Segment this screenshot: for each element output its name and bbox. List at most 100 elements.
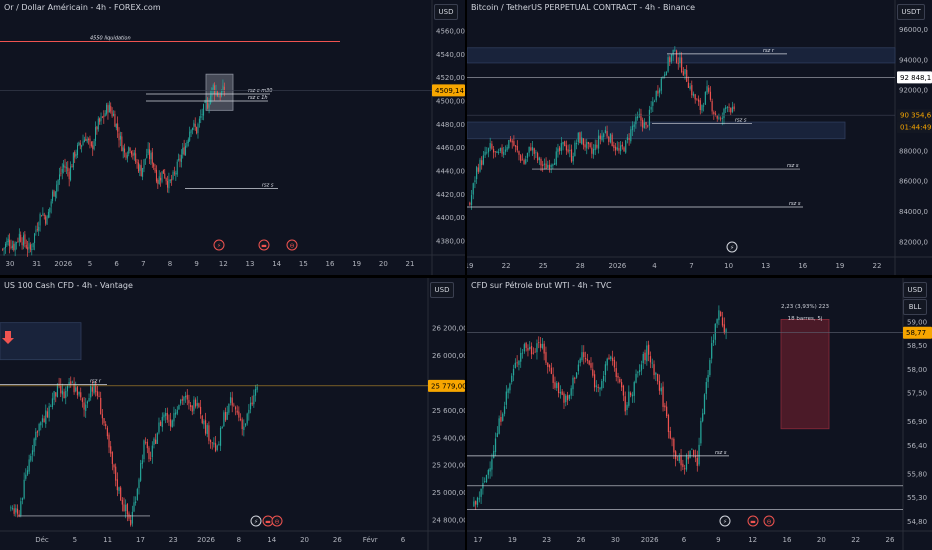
btc-chart-svg[interactable]: rsz r rsz s rsz s rsz s 82000,0 84000,0 86000,… — [467, 0, 932, 275]
candle-body — [207, 102, 209, 109]
candle-body — [538, 342, 540, 344]
candle-body — [201, 415, 203, 424]
candle-body — [40, 422, 42, 426]
candle-body — [124, 148, 126, 153]
candle-body — [98, 395, 100, 397]
candle-body — [173, 172, 175, 174]
candle-body — [566, 395, 569, 401]
lightning-icon-glyph: ⚡ — [217, 243, 221, 250]
candle-body — [620, 145, 622, 152]
candle-body — [530, 346, 533, 355]
candle-body — [32, 242, 34, 248]
candle-body — [606, 130, 608, 137]
candle-body — [92, 145, 94, 149]
candle-body — [611, 134, 613, 147]
candle-body — [86, 139, 88, 142]
candle-body — [76, 386, 78, 396]
candle-body — [218, 444, 220, 446]
candle-body — [628, 138, 630, 140]
candle-body — [705, 382, 707, 394]
candle-body — [530, 147, 532, 151]
candle-body — [699, 100, 701, 111]
horizontal-divider[interactable] — [0, 275, 932, 278]
gold-chart-title: Or / Dollar Américain - 4h - FOREX.com — [4, 3, 161, 12]
annotation-label: rsz s — [787, 163, 799, 169]
candle-body — [709, 360, 711, 376]
candle-body — [121, 136, 123, 151]
candle-body — [115, 123, 117, 129]
candle-body — [540, 158, 542, 166]
candle-body — [183, 396, 185, 401]
candle-body — [61, 168, 63, 173]
oil-chart-svg[interactable]: rsz s 54,80 55,30 55,80 56,40 56,90 57,50 58,00… — [467, 278, 932, 550]
time-tick-label: 14 — [267, 536, 276, 544]
candle-body — [613, 145, 615, 148]
candle-body — [532, 352, 534, 354]
chart-panel-gold[interactable]: 4550 liquidation rsz c m30 rsz c 1h rsz s 43… — [0, 0, 465, 275]
gold-currency-button[interactable]: USD — [434, 4, 458, 20]
candle-body — [648, 109, 651, 126]
candle-body — [723, 324, 725, 333]
chart-panel-btc[interactable]: rsz r rsz s rsz s rsz s 82000,0 84000,0 86000,… — [467, 0, 932, 275]
candle-body — [50, 406, 52, 407]
time-tick-label: 16 — [326, 260, 335, 268]
nas-chart-svg[interactable]: rsz r 24 800,00 25 000,00 25 200,00 25 400,0… — [0, 278, 465, 550]
candle-body — [209, 440, 212, 443]
candle-body — [545, 352, 547, 363]
candle-body — [129, 148, 131, 151]
candle-body — [496, 433, 498, 437]
candle-body — [135, 501, 137, 503]
candle-body — [93, 141, 95, 150]
candle-body — [221, 90, 223, 97]
candle-body — [219, 428, 222, 446]
price-tick-label: 84000,0 — [899, 208, 928, 216]
candle-body — [476, 497, 479, 505]
candle-body — [79, 143, 81, 146]
candle-body — [700, 420, 702, 444]
candle-body — [58, 174, 60, 180]
candle-body — [649, 356, 652, 363]
nas-currency-button[interactable]: USD — [430, 282, 454, 298]
candle-body — [583, 352, 585, 358]
candle-body — [469, 202, 471, 205]
candle-body — [233, 404, 235, 406]
candle-body — [651, 362, 653, 364]
candle-body — [720, 311, 722, 317]
candle-body — [224, 411, 227, 421]
candle-body — [493, 450, 495, 459]
candle-body — [642, 353, 644, 364]
time-tick-label: 20 — [300, 536, 309, 544]
candle-body — [633, 124, 635, 127]
candle-body — [552, 374, 554, 383]
candle-body — [189, 131, 191, 141]
dividend-icon: ⊖ — [271, 515, 283, 527]
candle-body — [48, 406, 50, 418]
oil-currency-button[interactable]: USD — [903, 282, 927, 298]
candle-body — [20, 501, 22, 516]
candle-body — [188, 400, 190, 404]
candle-body — [496, 151, 498, 153]
candle-body — [712, 340, 715, 343]
candle-body — [711, 101, 713, 112]
price-tick-label: 25 400,00 — [432, 434, 465, 442]
event-flag-icon-glyph: ▬ — [265, 519, 271, 526]
candle-body — [111, 111, 113, 117]
candle-body — [591, 147, 593, 154]
candle-body — [716, 318, 718, 324]
oil-unit-button[interactable]: BLL — [903, 299, 927, 315]
candle-body — [170, 419, 172, 427]
candle-body — [75, 387, 77, 392]
candle-body — [604, 130, 606, 134]
candle-body — [528, 146, 530, 153]
chart-panel-nas[interactable]: rsz r 24 800,00 25 000,00 25 200,00 25 400,0… — [0, 278, 465, 550]
candle-body — [516, 362, 518, 364]
candle-body — [88, 139, 90, 140]
chart-panel-oil[interactable]: rsz s 54,80 55,30 55,80 56,40 56,90 57,50 58,00… — [467, 278, 932, 550]
candle-body — [187, 139, 189, 143]
btc-currency-button[interactable]: USDT — [897, 4, 925, 20]
time-tick-label: 22 — [851, 536, 860, 544]
candle-body — [185, 395, 187, 398]
time-tick-label: 19 — [352, 260, 361, 268]
candle-body — [104, 113, 106, 116]
